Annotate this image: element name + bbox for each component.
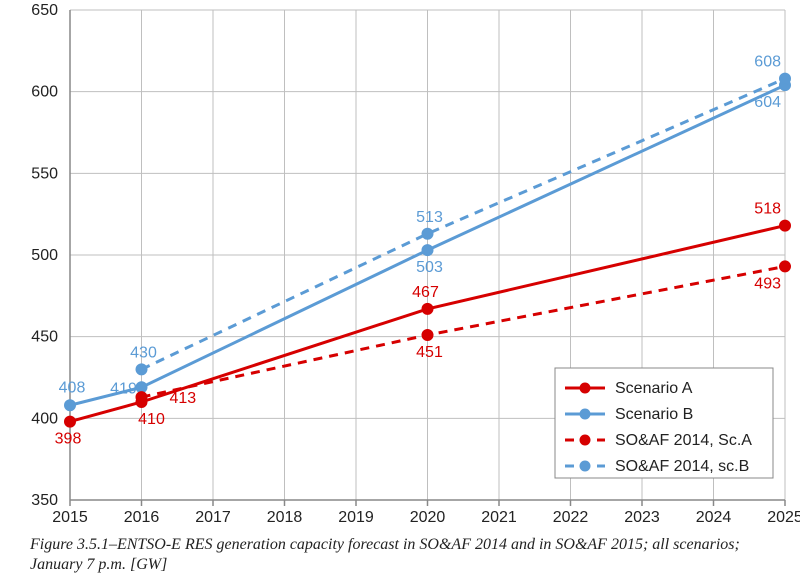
marker-scenario_a bbox=[780, 220, 791, 231]
line-chart: 350 400 450 500 550 600 650 2015 2016 2017 2018 201… bbox=[0, 0, 800, 525]
x-tick-label: 2023 bbox=[624, 509, 660, 525]
data-label-scenario_b: 408 bbox=[59, 379, 86, 396]
data-label-soaf2014_a: 493 bbox=[754, 275, 781, 292]
data-label-soaf2014_b: 430 bbox=[130, 344, 157, 361]
marker-scenario_b bbox=[65, 400, 76, 411]
x-tick-label: 2019 bbox=[338, 509, 374, 525]
marker-scenario_a bbox=[422, 303, 433, 314]
marker-soaf2014_a bbox=[136, 392, 147, 403]
x-tick-label: 2017 bbox=[195, 509, 231, 525]
data-label-scenario_b: 503 bbox=[416, 259, 443, 276]
x-tick-label: 2022 bbox=[553, 509, 589, 525]
marker-soaf2014_b bbox=[780, 73, 791, 84]
marker-soaf2014_a bbox=[422, 330, 433, 341]
y-tick-label: 350 bbox=[31, 492, 58, 509]
legend-label: SO&AF 2014, sc.B bbox=[615, 458, 749, 475]
legend: Scenario A Scenario B SO&AF 2014, Sc.A SO&A… bbox=[555, 368, 773, 478]
x-tick-label: 2015 bbox=[52, 509, 88, 525]
legend-label: SO&AF 2014, Sc.A bbox=[615, 432, 752, 449]
legend-label: Scenario B bbox=[615, 406, 693, 423]
y-tick-label: 500 bbox=[31, 247, 58, 264]
data-label-scenario_a: 467 bbox=[412, 284, 439, 301]
data-label-soaf2014_a: 413 bbox=[170, 390, 197, 407]
data-label-scenario_a: 410 bbox=[138, 411, 165, 428]
data-label-soaf2014_b: 513 bbox=[416, 209, 443, 226]
data-label-soaf2014_b: 608 bbox=[754, 54, 781, 71]
marker-scenario_b bbox=[422, 245, 433, 256]
x-tick-label: 2016 bbox=[124, 509, 160, 525]
y-tick-label: 650 bbox=[31, 2, 58, 19]
marker-soaf2014_a bbox=[780, 261, 791, 272]
marker-scenario_a bbox=[65, 416, 76, 427]
y-tick-label: 400 bbox=[31, 410, 58, 427]
x-tick-label: 2020 bbox=[410, 509, 446, 525]
x-tick-label: 2021 bbox=[481, 509, 517, 525]
marker-soaf2014_b bbox=[136, 364, 147, 375]
data-label-soaf2014_a: 451 bbox=[416, 344, 443, 361]
x-tick-label: 2018 bbox=[267, 509, 303, 525]
marker-soaf2014_b bbox=[422, 228, 433, 239]
y-tick-label: 550 bbox=[31, 165, 58, 182]
data-label-scenario_a: 398 bbox=[55, 431, 82, 448]
x-tick-label: 2024 bbox=[696, 509, 732, 525]
data-label-scenario_a: 518 bbox=[754, 201, 781, 218]
legend-label: Scenario A bbox=[615, 380, 693, 397]
y-tick-label: 450 bbox=[31, 329, 58, 346]
y-tick-label: 600 bbox=[31, 84, 58, 101]
data-label-scenario_b: 604 bbox=[754, 94, 781, 111]
x-tick-label: 2025 bbox=[767, 509, 800, 525]
data-label-scenario_b: 419 bbox=[110, 380, 137, 397]
figure-caption: Figure 3.5.1–ENTSO-E RES generation capa… bbox=[30, 535, 770, 575]
